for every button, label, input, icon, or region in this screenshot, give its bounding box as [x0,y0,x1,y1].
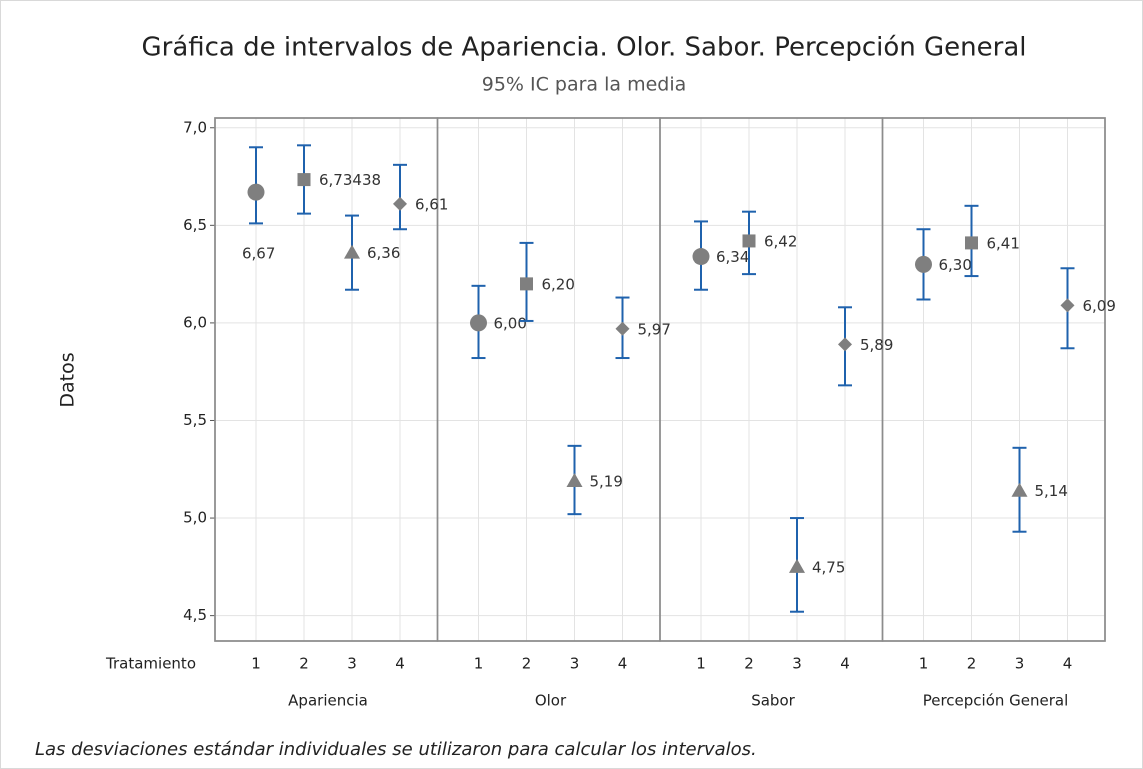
marker-square [742,234,756,248]
marker-diamond [838,337,852,352]
marker-circle [915,255,932,273]
marker-diamond [1060,298,1075,313]
data-label: 6,67 [242,245,275,263]
data-label: 5,19 [590,472,623,490]
group-label: Olor [535,692,567,710]
x-tick-label: 3 [1015,655,1025,673]
y-tick-label: 5,0 [183,509,207,527]
x-tick-label: 1 [919,655,929,673]
x-tick-label: 4 [1063,655,1073,673]
footnote: Las desviaciones estándar individuales s… [35,739,757,760]
marker-square [965,236,978,250]
marker-triangle [1011,482,1028,497]
x-tick-label: 3 [570,655,580,673]
data-label: 6,30 [939,256,972,274]
x-tick-label: 2 [299,655,309,673]
marker-square [297,173,311,187]
data-label: 6,41 [987,234,1020,252]
data-label: 6,42 [764,232,797,250]
data-label: 6,34 [716,248,749,266]
data-label: 5,97 [638,320,671,338]
chart-title: Gráfica de intervalos de Apariencia. Olo… [141,33,1026,63]
data-label: 6,73438 [319,171,381,189]
x-tick-label: 4 [618,655,628,673]
marker-square [520,277,533,291]
marker-circle [470,314,487,332]
y-tick-label: 6,0 [183,313,207,331]
marker-triangle [789,558,805,573]
y-tick-label: 7,0 [183,118,207,136]
y-axis-label: Datos [57,352,79,407]
data-label: 6,36 [367,244,400,262]
chart-subtitle: 95% IC para la media [482,74,687,96]
marker-diamond [393,196,407,211]
group-label: Percepción General [923,692,1069,710]
x-tick-label: 1 [474,655,484,673]
marker-triangle [344,244,360,259]
x-tick-label: 4 [840,655,850,673]
group-label: Apariencia [288,692,368,710]
x-tick-label: 3 [792,655,802,673]
data-label: 4,75 [812,558,845,576]
data-label: 5,89 [860,336,893,354]
marker-triangle [566,472,583,487]
x-tick-label: 1 [251,655,261,673]
x-tick-label: 4 [395,655,405,673]
x-axis-label: Tratamiento [105,655,196,673]
x-tick-label: 2 [522,655,532,673]
x-tick-label: 3 [347,655,357,673]
data-label: 6,61 [415,195,448,213]
marker-circle [247,183,265,201]
y-tick-label: 4,5 [183,606,207,624]
data-label: 6,00 [494,314,527,332]
x-tick-label: 2 [967,655,977,673]
x-tick-label: 1 [696,655,706,673]
data-label: 6,09 [1083,297,1116,315]
data-label: 5,14 [1035,482,1068,500]
plot-border [214,117,1106,642]
marker-diamond [615,321,630,336]
x-tick-label: 2 [744,655,754,673]
y-tick-label: 6,5 [183,216,207,234]
y-tick-label: 5,5 [183,411,207,429]
data-label: 6,20 [542,275,575,293]
marker-circle [692,248,710,266]
group-label: Sabor [751,692,795,710]
